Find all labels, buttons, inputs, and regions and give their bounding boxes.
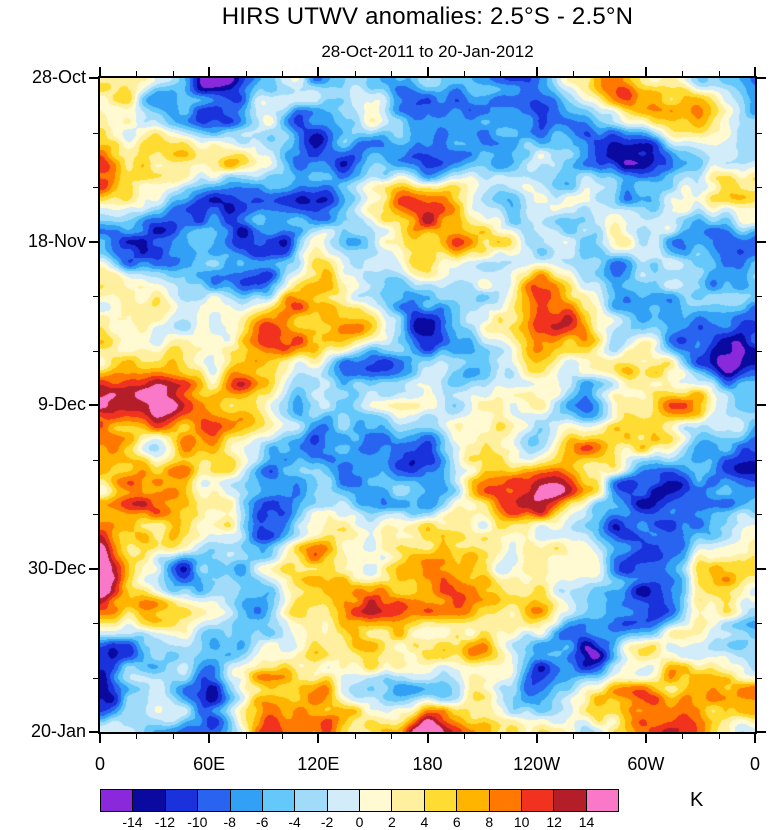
x-axis-tick-label: 60E — [193, 754, 226, 774]
y-minor-tick — [757, 459, 762, 461]
x-major-tick — [426, 67, 429, 76]
colorbar — [100, 789, 619, 812]
y-axis-tick-label: 20-Jan — [30, 721, 86, 741]
y-major-tick — [757, 77, 766, 79]
x-axis-tick-label: 120W — [513, 754, 561, 774]
x-minor-tick — [573, 734, 575, 739]
y-minor-tick — [757, 187, 762, 188]
y-minor-tick — [757, 677, 762, 679]
colorbar-cell — [585, 789, 619, 812]
y-axis-tick-label: 18-Nov — [27, 230, 86, 251]
x-major-tick — [317, 734, 320, 743]
y-minor-tick — [757, 350, 762, 352]
x-major-tick — [644, 67, 647, 76]
y-major-tick — [757, 404, 766, 406]
colorbar-cell — [553, 789, 587, 812]
x-axis-tick-label: 60W — [627, 754, 665, 774]
y-major-tick — [89, 404, 98, 406]
chart-subtitle: 28-Oct-2011 to 20-Jan-2012 — [321, 42, 534, 61]
colorbar-cell — [326, 789, 360, 812]
colorbar-tick-label: 4 — [420, 814, 429, 830]
y-minor-tick — [757, 296, 762, 297]
colorbar-tick-label: 14 — [578, 814, 595, 830]
colorbar-cell — [261, 789, 296, 812]
x-minor-tick — [391, 734, 393, 739]
plot-frame — [98, 76, 757, 734]
colorbar-tick-label: -8 — [223, 814, 236, 830]
y-minor-tick — [757, 623, 762, 624]
y-major-tick — [757, 240, 766, 243]
x-major-tick — [754, 67, 756, 76]
x-minor-tick — [682, 734, 684, 739]
colorbar-cell — [391, 789, 425, 812]
x-axis-tick-label: 120E — [297, 754, 340, 774]
colorbar-cell — [456, 789, 490, 812]
colorbar-tick-label: 2 — [388, 814, 396, 830]
y-major-tick — [89, 77, 98, 79]
x-minor-tick — [718, 734, 720, 739]
colorbar-cell — [164, 789, 199, 812]
y-major-tick — [89, 240, 98, 243]
y-axis-tick-label: 30-Dec — [27, 557, 86, 578]
y-major-tick — [89, 567, 98, 570]
x-axis-tick-label: 0 — [94, 754, 105, 774]
colorbar-tick-label: 8 — [485, 814, 494, 830]
colorbar-cell — [520, 789, 555, 812]
x-major-tick — [99, 67, 101, 76]
x-major-tick — [208, 734, 211, 743]
x-minor-tick — [354, 734, 356, 739]
colorbar-cell — [132, 789, 166, 812]
colorbar-tick-label: 12 — [546, 814, 562, 830]
colorbar-tick-label: 10 — [513, 814, 530, 830]
x-major-tick — [426, 734, 429, 743]
x-minor-tick — [245, 734, 247, 739]
x-major-tick — [535, 67, 538, 76]
x-major-tick — [208, 67, 211, 76]
colorbar-tick-label: -2 — [320, 814, 334, 830]
colorbar-cell — [294, 789, 328, 812]
colorbar-tick-label: -12 — [154, 814, 175, 830]
colorbar-unit-label: K — [690, 789, 704, 811]
colorbar-tick-label: -10 — [187, 814, 208, 830]
x-axis-tick-label: 0 — [749, 754, 760, 774]
x-axis-tick-label: 180 — [412, 754, 443, 774]
colorbar-tick-label: -4 — [288, 814, 301, 830]
y-axis-tick-label: 9-Dec — [37, 394, 86, 414]
colorbar-cell — [197, 789, 231, 812]
contour-field-canvas — [100, 78, 755, 732]
y-major-tick — [757, 731, 766, 733]
colorbar-cell — [423, 789, 458, 812]
x-major-tick — [317, 67, 320, 76]
x-minor-tick — [463, 734, 465, 739]
y-major-tick — [757, 567, 766, 570]
chart-title: HIRS UTWV anomalies: 2.5°S - 2.5°N — [221, 3, 634, 30]
colorbar-tick-label: -6 — [255, 814, 269, 830]
colorbar-cell — [100, 789, 134, 812]
y-minor-tick — [757, 514, 762, 515]
x-major-tick — [754, 734, 756, 743]
x-major-tick — [535, 734, 538, 743]
colorbar-tick-label: -14 — [122, 814, 143, 830]
x-minor-tick — [281, 734, 283, 739]
x-minor-tick — [136, 734, 138, 739]
colorbar-cell — [488, 789, 522, 812]
y-minor-tick — [757, 132, 762, 134]
colorbar-cell — [229, 789, 263, 812]
x-minor-tick — [500, 734, 502, 739]
x-major-tick — [99, 734, 101, 743]
x-minor-tick — [172, 734, 174, 739]
y-axis-tick-label: 28-Oct — [31, 67, 86, 87]
colorbar-tick-label: 6 — [452, 814, 461, 830]
y-major-tick — [89, 731, 98, 733]
colorbar-cell — [359, 789, 393, 812]
colorbar-tick-label: 0 — [355, 814, 364, 830]
x-minor-tick — [609, 734, 611, 739]
x-major-tick — [644, 734, 647, 743]
